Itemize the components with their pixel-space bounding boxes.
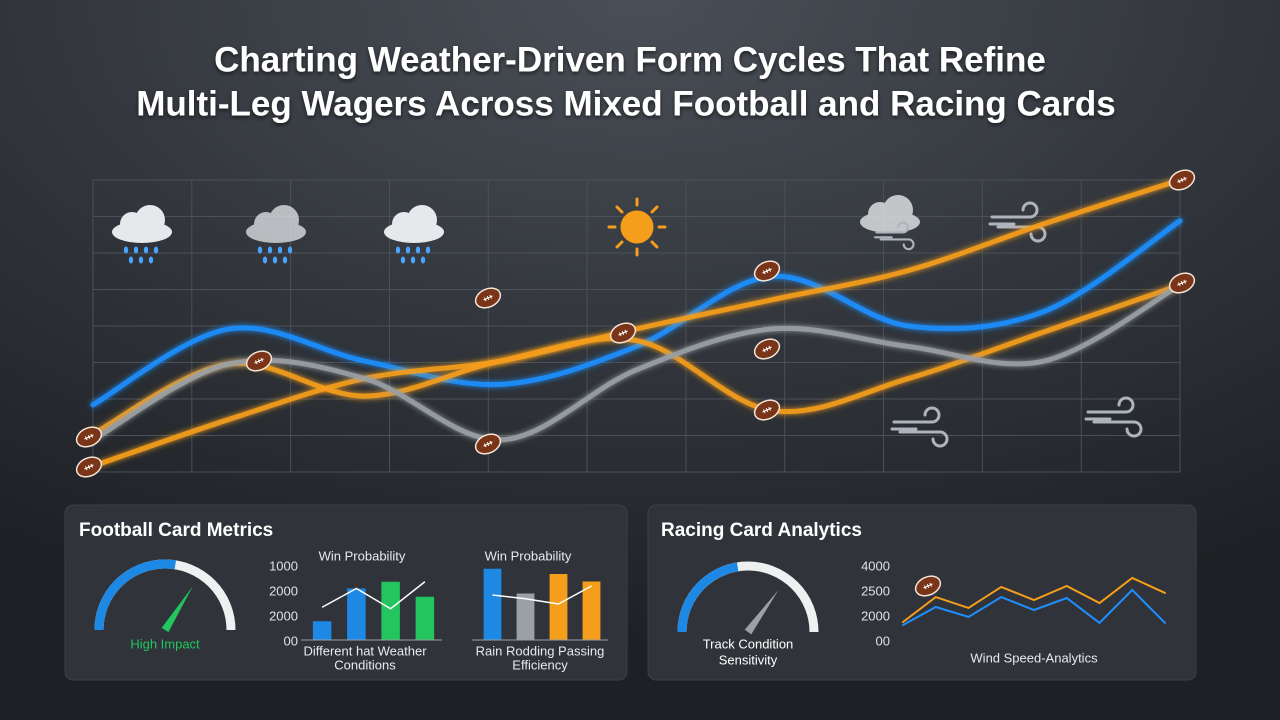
chart-caption: Rain Rodding Passing [476,643,605,658]
chart-caption: Conditions [334,657,396,672]
chart-caption: Efficiency [512,657,568,672]
panel-title: Racing Card Analytics [661,520,862,541]
gauge-fill [94,559,177,631]
chart-caption: Different hat Weather [303,643,427,658]
bar [483,568,502,640]
bar [415,596,435,640]
y-tick-label: 00 [876,633,890,648]
bar [381,581,400,640]
title-line: Charting Weather-Driven Form Cycles That… [214,40,1046,79]
bar [582,581,601,640]
y-tick-label: 4000 [861,558,890,573]
gauge-fill [677,562,739,633]
chart-title: Win Probability [485,548,572,563]
panel-title: Football Card Metrics [79,520,273,541]
bar [347,588,366,640]
gauge-needle [744,589,779,635]
series-line [902,588,1166,626]
overlay-line [492,585,592,605]
title-line: Multi-Leg Wagers Across Mixed Football a… [136,84,1116,123]
bar [516,593,535,640]
bar [312,621,332,640]
y-tick-label: 2000 [269,583,298,598]
gauge-label: Track Condition [703,636,794,651]
series-line [902,576,1166,623]
bar [549,574,568,640]
weather-icons [112,195,1143,448]
y-tick-label: 1000 [269,558,298,573]
y-tick-label: 2000 [861,608,890,623]
gauge-label: Sensitivity [719,652,778,667]
series-line [90,177,1183,469]
gauge-label: High Impact [130,636,200,651]
gauge-needle [161,586,193,633]
chart-title: Win Probability [319,548,406,563]
y-tick-label: 2000 [269,608,298,623]
overlay-line [321,581,426,610]
series-line [90,218,1183,408]
y-tick-label: 2500 [861,583,890,598]
x-axis-label: Wind Speed-Analytics [970,650,1098,665]
y-tick-label: 00 [284,633,298,648]
